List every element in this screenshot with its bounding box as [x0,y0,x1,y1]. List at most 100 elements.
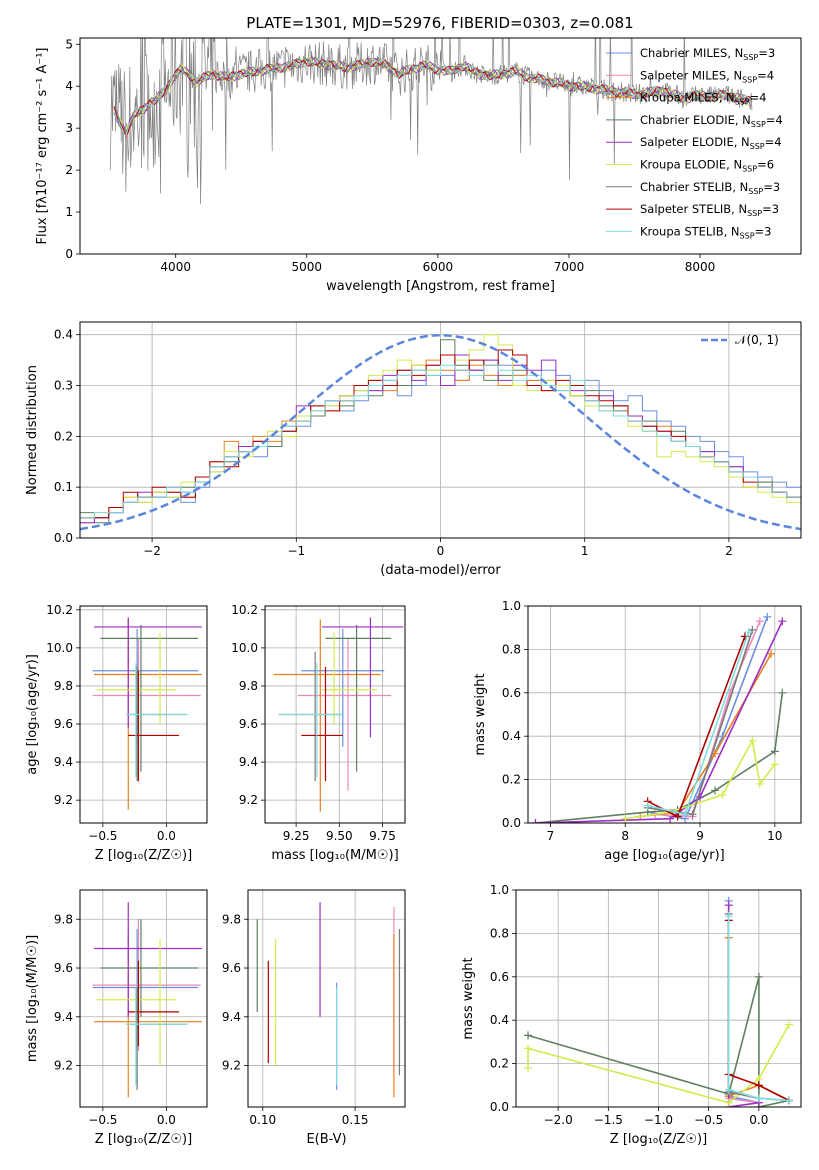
y-tick-label: 10.2 [46,603,73,617]
marker-plus [688,810,697,819]
y-tick-label: 1.0 [490,883,509,897]
y-tick-label: 0.1 [54,480,73,494]
x-tick-label: 8000 [685,260,716,274]
legend-label: Salpeter STELIB, N [640,202,747,216]
x-tick-label: 1 [581,544,589,558]
legend-suffix: =4 [750,91,767,105]
marker-plus [724,1098,733,1107]
y-axis-label: mass weight [473,673,488,755]
marker-plus [724,912,733,921]
x-tick-label: 9 [696,829,704,843]
marker-plus [673,812,682,821]
y-tick-label: 9.4 [54,755,73,769]
x-tick-label: −1.5 [594,1113,623,1127]
marker-plus [524,1044,533,1053]
y-tick-label: 0.4 [502,729,521,743]
legend-suffix: =4 [766,113,783,127]
legend-subscript: SSP [743,53,758,62]
x-tick-label: 4000 [160,260,191,274]
legend-label: Chabrier ELODIE, N [640,113,751,127]
x-tick-label: 7 [547,829,555,843]
y-tick-label: 0.0 [502,816,521,830]
y-tick-label: 0.2 [502,773,521,787]
y-tick-label: 0 [65,247,73,261]
residual-histogram-panel: 𝒩(0, 1) −2 −1 0 1 2 0.0 0.1 0.2 0.3 0.4 (data-model… [25,321,802,578]
axes-frame [79,37,802,255]
y-tick-label: 5 [65,37,73,51]
mass-weight-vs-age-panel: 7 8 9 10 0.0 0.2 0.4 0.6 0.8 1.0 age [log₁₀(age/yr… [473,599,802,863]
weight-line [640,653,772,818]
legend-subscript: SSP [748,187,763,196]
marker-plus [784,1020,793,1029]
residual-histogram-step [80,334,801,519]
y-tick-label: 0.8 [490,926,509,940]
legend-suffix: =3 [758,46,775,60]
y-tick-label: 0.4 [54,328,73,342]
x-tick-label: 2 [725,544,733,558]
plot-area [273,617,404,812]
legend-entry: Chabrier ELODIE, NSSP=4 [640,113,783,129]
weight-line [727,900,760,1104]
y-tick-label: 9.8 [239,679,258,693]
y-tick-label: 1.0 [502,599,521,613]
marker-plus [770,747,779,756]
x-axis-label: wavelength [Angstrom, rest frame] [326,279,555,294]
marker-plus [754,1081,763,1090]
marker-plus [621,814,630,823]
residual-histogram-step [80,359,801,519]
axes-frame [79,605,208,824]
x-tick-label: −0.5 [88,829,117,843]
x-tick-label: 7000 [554,260,585,274]
legend-entry: Kroupa ELODIE, NSSP=6 [640,158,774,174]
marker-plus [755,779,764,788]
y-tick-label: 0.6 [490,970,509,984]
y-tick-label: 0.4 [490,1013,509,1027]
legend-entry: Salpeter STELIB, NSSP=3 [640,202,779,218]
x-tick-label: 5000 [292,260,323,274]
residual-histogram-step [80,339,801,524]
marker-plus [770,760,779,769]
marker-plus [524,1031,533,1040]
y-tick-label: 1 [65,205,73,219]
axes-frame [79,889,208,1108]
y-tick-label: 9.4 [222,1010,241,1024]
legend-entry: Kroupa STELIB, NSSP=3 [640,224,771,240]
legend-subscript: SSP [750,142,765,151]
x-axis-label: mass [log₁₀(M/M☉)] [271,848,398,863]
legend-suffix: =3 [763,180,780,194]
legend-label: Kroupa MILES, N [640,91,735,105]
y-tick-label: 0.2 [54,429,73,443]
y-tick-label: 0.0 [54,531,73,545]
weight-line [535,692,784,823]
weight-line [647,631,750,816]
marker-plus [778,688,787,697]
legend-label: Salpeter ELODIE, N [640,135,750,149]
marker-plus [744,628,753,637]
marker-plus [778,617,787,626]
legend-subscript: SSP [742,75,757,84]
plot-area [524,896,793,1107]
marker-plus [754,1094,763,1103]
legend-label: Kroupa ELODIE, N [640,158,742,172]
x-axis-label: Z [log₁₀(Z/Z☉)] [610,1132,707,1147]
marker-plus [724,901,733,910]
x-tick-label: −0.5 [694,1113,723,1127]
y-tick-label: 10.0 [46,641,73,655]
y-tick-label: 2 [65,163,73,177]
legend-subscript: SSP [740,231,755,240]
y-tick-label: 0.2 [490,1057,509,1071]
y-axis-label: mass [log₁₀(M/M☉)] [25,935,40,1062]
x-tick-label: 10 [767,829,782,843]
legend-subscript: SSP [747,209,762,218]
plot-area [92,617,202,810]
weight-line [625,738,776,820]
plot-area [256,902,401,1098]
legend-entry: Salpeter MILES, NSSP=4 [640,68,774,84]
y-tick-label: 9.4 [239,755,258,769]
x-tick-label: 6000 [423,260,454,274]
x-tick-label: −2 [143,544,161,558]
mass-vs-metallicity-panel: −0.5 0.0 9.2 9.4 9.6 9.8 Z [log₁₀(Z/Z☉)] mass [… [25,889,208,1147]
marker-plus [767,649,776,658]
legend-subscript: SSP [735,98,750,107]
